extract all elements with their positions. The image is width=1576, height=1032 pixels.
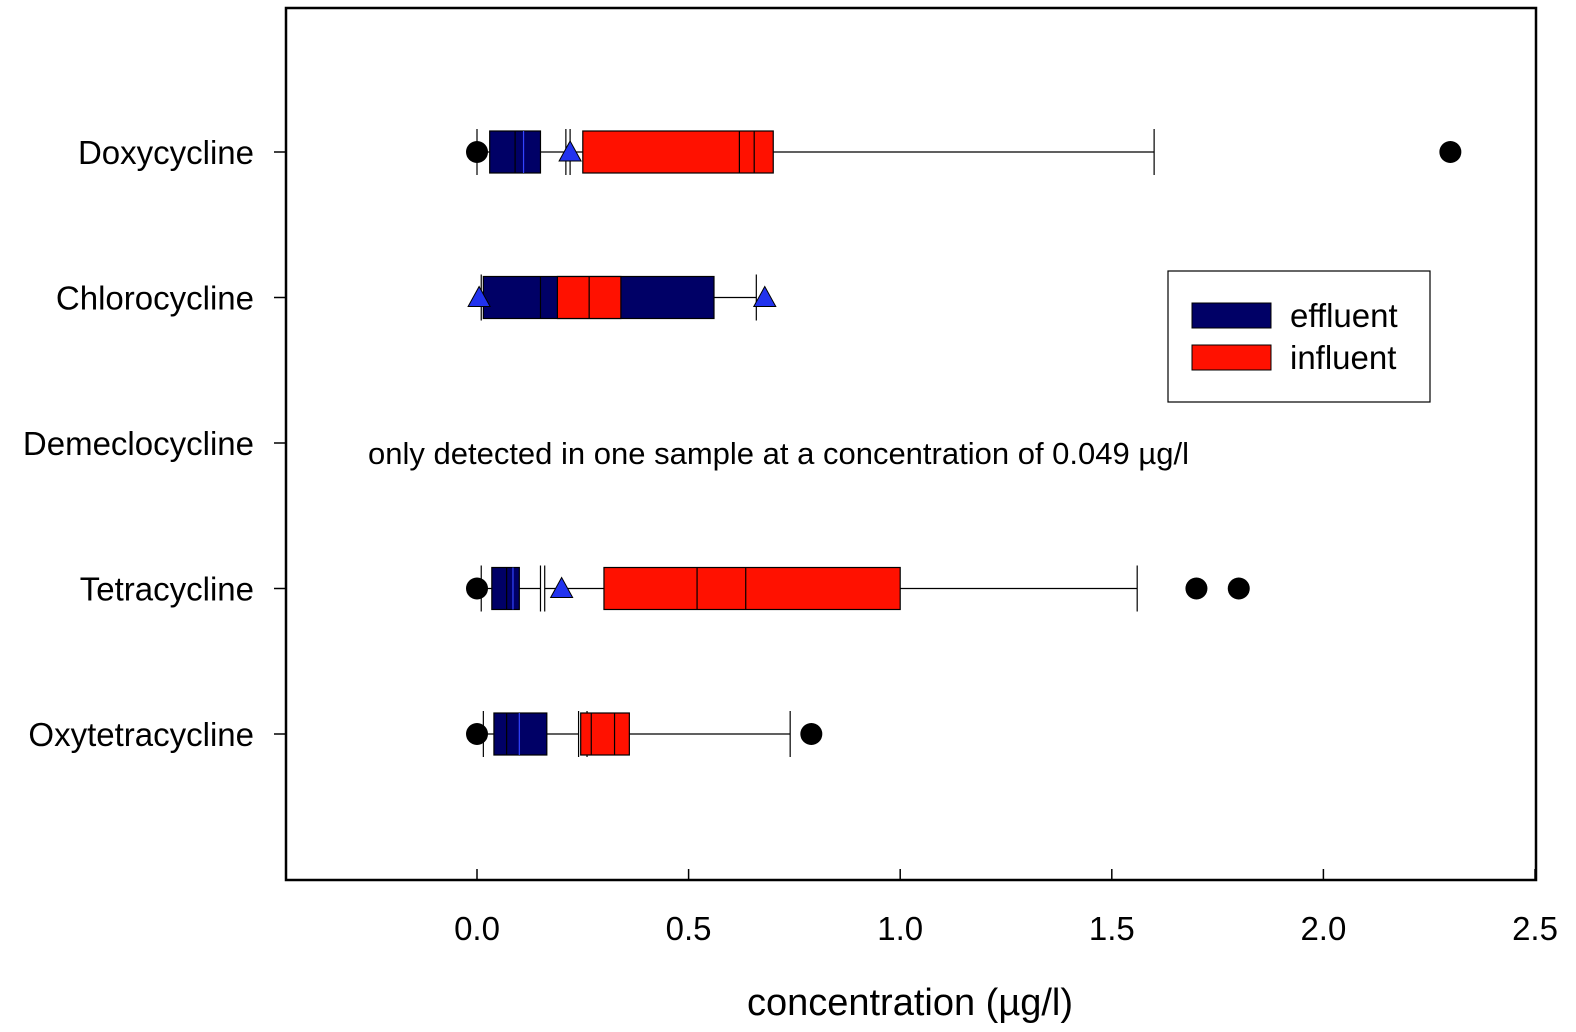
x-tick-label: 2.5 bbox=[1512, 910, 1558, 947]
category-label: Chlorocycline bbox=[56, 280, 254, 317]
outlier-point bbox=[466, 141, 488, 163]
outlier-point bbox=[549, 576, 574, 598]
box-iqr bbox=[580, 712, 630, 756]
legend-frame bbox=[1167, 270, 1431, 403]
legend-swatch-effluent bbox=[1191, 302, 1272, 329]
outlier-point bbox=[1439, 141, 1462, 163]
box-iqr bbox=[493, 712, 548, 756]
y-axis: Doxycycline Chlorocycline Demeclocycline Te… bbox=[23, 134, 286, 753]
box-body-influent-tetracycline bbox=[603, 566, 901, 611]
box-iqr bbox=[603, 566, 901, 611]
outlier-point bbox=[466, 723, 488, 745]
outlier-point bbox=[558, 139, 582, 162]
outlier-point bbox=[467, 285, 491, 307]
x-tick-label: 1.0 bbox=[877, 910, 923, 947]
legend-swatch-influent bbox=[1191, 344, 1272, 371]
outlier-point bbox=[752, 285, 777, 307]
outlier-point bbox=[1185, 577, 1208, 600]
box-body-effluent-doxycycline bbox=[489, 130, 542, 174]
plot-frame bbox=[284, 6, 1538, 882]
box-body-influent-doxycycline bbox=[582, 130, 774, 174]
box-body-effluent-oxytetracycline bbox=[493, 712, 548, 756]
x-tick-label: 2.0 bbox=[1300, 910, 1346, 947]
box-body-influent-chlorocycline bbox=[556, 275, 622, 320]
category-label: Oxytetracycline bbox=[28, 716, 254, 753]
outlier-point bbox=[466, 577, 488, 600]
markers-layer bbox=[466, 139, 1462, 745]
box-body-influent-oxytetracycline bbox=[580, 712, 630, 756]
boxes-layer bbox=[476, 129, 1155, 757]
x-tick-label: 1.5 bbox=[1089, 910, 1135, 947]
box-body-effluent-tetracycline bbox=[491, 566, 520, 611]
category-label: Demeclocycline bbox=[23, 425, 254, 462]
box-iqr bbox=[582, 130, 774, 174]
legend-label-influent: influent bbox=[1290, 339, 1396, 376]
category-label: Doxycycline bbox=[78, 134, 254, 171]
outlier-point bbox=[800, 723, 823, 745]
outlier-point bbox=[1227, 577, 1250, 600]
annotation-text: only detected in one sample at a concent… bbox=[368, 436, 1189, 471]
box-iqr bbox=[491, 566, 520, 611]
legend: effluent influent bbox=[1167, 270, 1431, 403]
legend-label-effluent: effluent bbox=[1290, 297, 1398, 334]
x-tick-label: 0.0 bbox=[454, 910, 500, 947]
x-axis: 0.0 0.5 1.0 1.5 2.0 2.5 bbox=[454, 869, 1558, 947]
category-label: Tetracycline bbox=[80, 571, 254, 608]
x-axis-title: concentration (µg/l) bbox=[747, 982, 1073, 1024]
x-tick-label: 0.5 bbox=[666, 910, 712, 947]
